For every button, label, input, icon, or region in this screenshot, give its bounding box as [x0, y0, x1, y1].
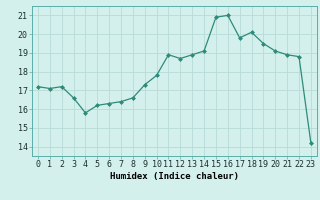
- X-axis label: Humidex (Indice chaleur): Humidex (Indice chaleur): [110, 172, 239, 181]
